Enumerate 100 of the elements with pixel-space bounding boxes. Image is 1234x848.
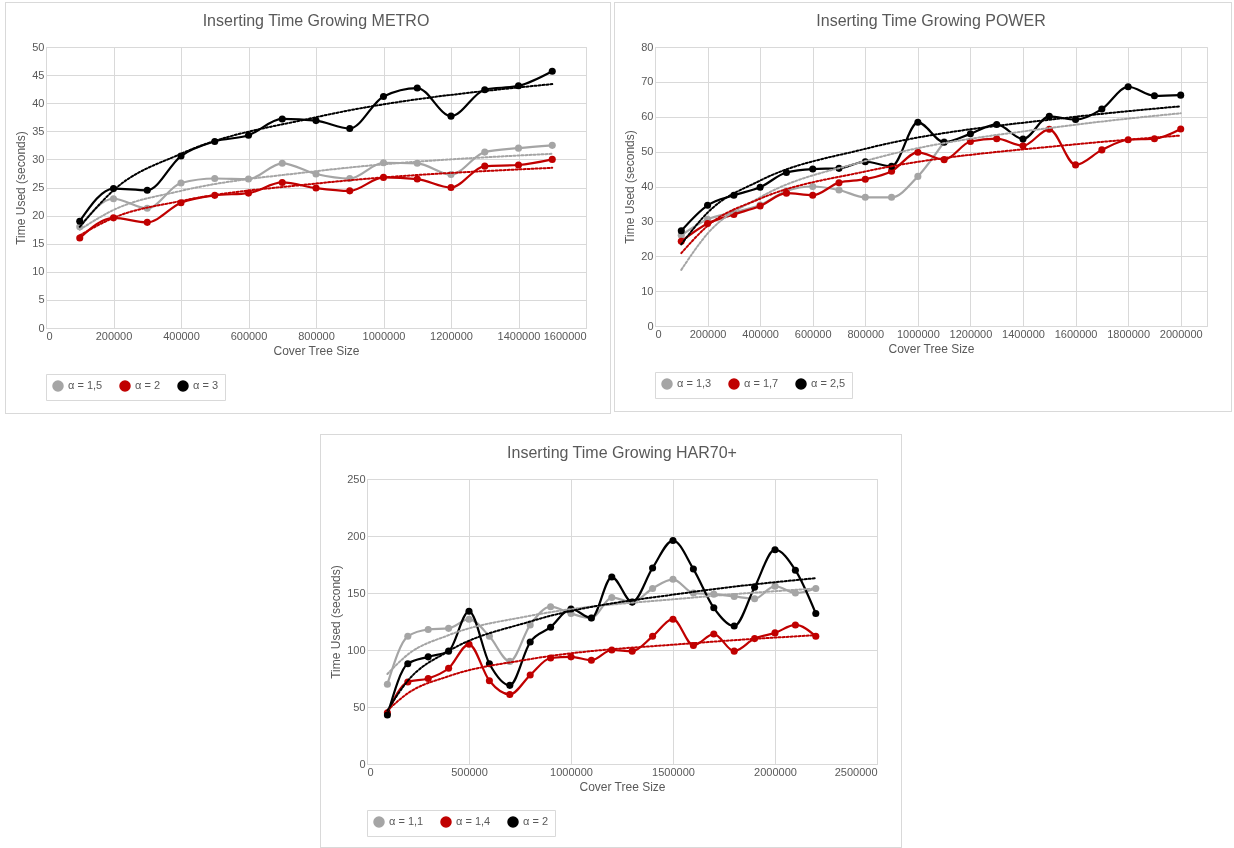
point xyxy=(914,148,922,156)
x-tick-label: 0 xyxy=(46,329,53,342)
point xyxy=(751,595,759,603)
legend-label: α = 2 xyxy=(523,815,549,827)
point xyxy=(751,583,759,591)
point xyxy=(548,67,556,75)
point xyxy=(771,582,779,590)
point xyxy=(346,187,354,195)
point xyxy=(835,179,843,187)
point xyxy=(465,607,473,615)
y-tick-label: 50 xyxy=(353,700,366,713)
point xyxy=(608,594,616,602)
point xyxy=(771,546,779,554)
point xyxy=(445,624,453,632)
point xyxy=(1098,105,1106,113)
point xyxy=(608,573,616,581)
point xyxy=(404,632,412,640)
point xyxy=(861,193,869,201)
point xyxy=(143,218,151,226)
point xyxy=(1177,91,1185,99)
x-tick-label: 1400000 xyxy=(1002,327,1045,340)
x-tick-label: 400000 xyxy=(163,329,200,342)
x-tick-label: 200000 xyxy=(95,329,133,342)
x-tick-label: 1000000 xyxy=(896,327,940,340)
x-tick-label: 2500000 xyxy=(834,765,878,778)
point xyxy=(861,175,869,183)
point xyxy=(835,186,843,194)
y-axis-title: Time Used (seconds) xyxy=(14,131,29,245)
point xyxy=(771,629,779,637)
point xyxy=(526,621,534,629)
x-tick-label: 1400000 xyxy=(497,329,541,342)
point xyxy=(587,656,595,664)
point xyxy=(211,174,219,183)
point xyxy=(404,660,412,668)
point xyxy=(514,161,523,169)
point xyxy=(278,178,286,186)
point xyxy=(109,195,118,203)
point xyxy=(782,169,790,177)
y-axis-title: Time Used (seconds) xyxy=(329,565,344,679)
point xyxy=(677,227,685,235)
x-tick-label: 1600000 xyxy=(1054,327,1098,340)
legend-label: α = 2,5 xyxy=(811,377,846,389)
y-tick-label: 80 xyxy=(641,40,654,53)
point xyxy=(506,690,514,698)
point xyxy=(914,118,922,126)
point xyxy=(704,201,712,209)
point xyxy=(730,622,738,630)
y-tick-label: 20 xyxy=(32,209,45,222)
x-axis-title: Cover Tree Size xyxy=(273,343,360,358)
y-tick-label: 45 xyxy=(32,68,45,81)
point xyxy=(278,115,286,123)
point xyxy=(791,566,799,574)
x-tick-label: 1200000 xyxy=(430,329,473,342)
y-tick-label: 25 xyxy=(32,181,45,193)
point xyxy=(445,664,453,672)
point xyxy=(481,148,489,156)
chart-title: Inserting Time Growing HAR70+ xyxy=(507,444,737,461)
point xyxy=(791,621,799,629)
point xyxy=(548,141,556,149)
point xyxy=(1150,92,1158,100)
x-tick-label: 800000 xyxy=(847,327,885,340)
y-tick-label: 15 xyxy=(32,237,45,250)
y-tick-label: 30 xyxy=(641,214,654,227)
line-series xyxy=(680,134,1182,255)
point xyxy=(424,653,432,661)
legend-label: α = 1,1 xyxy=(389,815,424,827)
y-tick-label: 60 xyxy=(641,110,654,123)
y-tick-label: 30 xyxy=(32,152,45,165)
point xyxy=(669,615,677,623)
x-tick-label: 2000000 xyxy=(1159,327,1203,340)
point xyxy=(485,677,493,685)
x-tick-label: 1500000 xyxy=(652,765,695,778)
x-tick-label: 1800000 xyxy=(1107,327,1151,340)
x-tick-label: 1600000 xyxy=(543,329,587,342)
point xyxy=(888,193,896,201)
point xyxy=(1045,112,1053,120)
legend-label: α = 3 xyxy=(193,379,219,391)
x-tick-label: 1200000 xyxy=(949,327,993,340)
legend-label: α = 1,4 xyxy=(456,815,491,827)
y-tick-label: 35 xyxy=(32,124,45,137)
x-axis-title: Cover Tree Size xyxy=(579,779,666,794)
x-axis-title: Cover Tree Size xyxy=(888,341,975,356)
y-tick-label: 200 xyxy=(347,529,366,542)
x-tick-label: 400000 xyxy=(742,327,779,340)
point xyxy=(1019,135,1027,143)
point xyxy=(383,680,391,688)
x-tick-label: 500000 xyxy=(451,765,488,778)
point xyxy=(710,604,718,612)
y-tick-label: 40 xyxy=(641,180,654,192)
point xyxy=(76,217,84,225)
y-tick-label: 100 xyxy=(347,643,366,656)
point xyxy=(424,625,432,634)
point xyxy=(177,179,185,187)
point xyxy=(669,575,677,583)
point xyxy=(413,84,421,92)
point xyxy=(379,92,388,100)
point xyxy=(143,186,151,194)
y-tick-label: 10 xyxy=(641,284,654,297)
point xyxy=(481,162,489,170)
point xyxy=(1098,146,1106,154)
